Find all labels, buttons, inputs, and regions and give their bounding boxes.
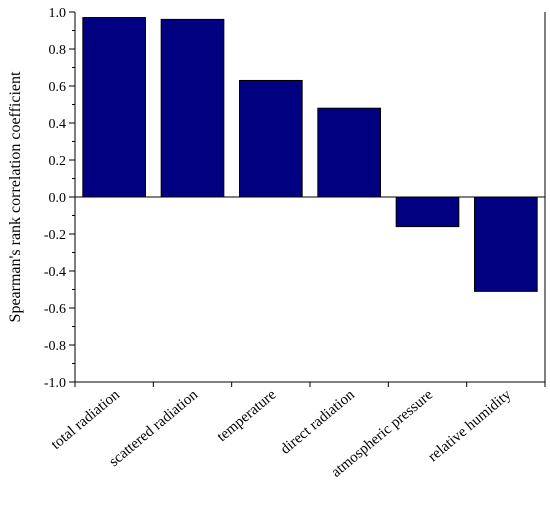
y-tick-label: 0.8 — [49, 43, 67, 58]
y-tick-label: -0.4 — [44, 265, 66, 280]
y-tick-label: 1.0 — [49, 6, 67, 21]
x-category-label: total radiation — [48, 386, 123, 452]
x-category-label: relative humidity — [425, 386, 514, 465]
y-tick-label: 0.2 — [49, 154, 67, 169]
x-category-label: direct radiation — [278, 386, 359, 457]
y-tick-label: 0.0 — [49, 191, 67, 206]
y-axis-title: Spearman's rank correlation coefficient — [7, 71, 24, 322]
bar-scattered-radiation — [160, 18, 225, 198]
y-tick-label: -0.8 — [44, 339, 66, 354]
bar-direct-radiation — [317, 107, 381, 198]
y-tick-label: -1.0 — [44, 376, 66, 391]
y-tick-label: -0.2 — [44, 228, 66, 243]
bar-total-radiation — [82, 17, 146, 198]
bars-group — [82, 17, 538, 292]
bar-temperature — [239, 79, 303, 198]
y-tick-label: 0.4 — [49, 117, 67, 132]
x-category-label: temperature — [214, 387, 279, 446]
bar-relative-humidity — [474, 196, 538, 292]
y-tick-label: 0.6 — [49, 80, 67, 95]
bar-atmospheric-pressure — [395, 196, 460, 228]
axes-group — [69, 11, 546, 387]
y-tick-label: -0.6 — [44, 302, 66, 317]
